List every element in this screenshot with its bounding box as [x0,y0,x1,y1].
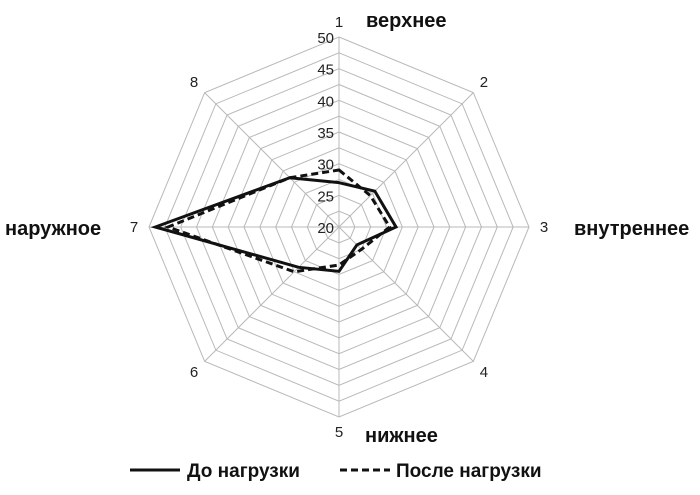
radial-tick-label: 35 [317,125,334,142]
radial-tick-label: 25 [317,188,334,205]
radial-tick-label: 20 [317,220,334,237]
axis-label-4: 4 [480,364,488,381]
radial-tick-label: 30 [317,157,334,174]
axis-spoke [338,92,474,228]
radar-grid [148,36,530,418]
axis-label-8: 8 [190,74,198,91]
series-lines [150,168,399,274]
direction-label-top: верхнее [366,10,447,32]
direction-label-bottom: нижнее [365,425,438,447]
direction-label-right: внутреннее [574,218,689,240]
radial-tick-label: 50 [317,30,334,47]
series-line-1 [150,176,399,273]
direction-label-left: наружное [5,218,101,240]
legend-label-series-2: После нагрузки [396,461,542,482]
axis-spoke [204,92,340,228]
radial-tick-label: 45 [317,62,334,79]
legend: До нагрузки После нагрузки [130,461,542,482]
axis-label-3: 3 [540,219,548,236]
axis-label-7: 7 [130,219,138,236]
axis-label-1: 1 [335,14,343,31]
series-line-2 [163,168,392,274]
radial-tick-label: 40 [317,93,334,110]
axis-label-5: 5 [335,424,343,441]
legend-label-series-1: До нагрузки [187,461,300,482]
axis-label-2: 2 [480,74,488,91]
axis-label-6: 6 [190,364,198,381]
axis-spoke [204,226,340,362]
radial-tick-labels: 20 25 30 35 40 45 50 [317,30,334,237]
